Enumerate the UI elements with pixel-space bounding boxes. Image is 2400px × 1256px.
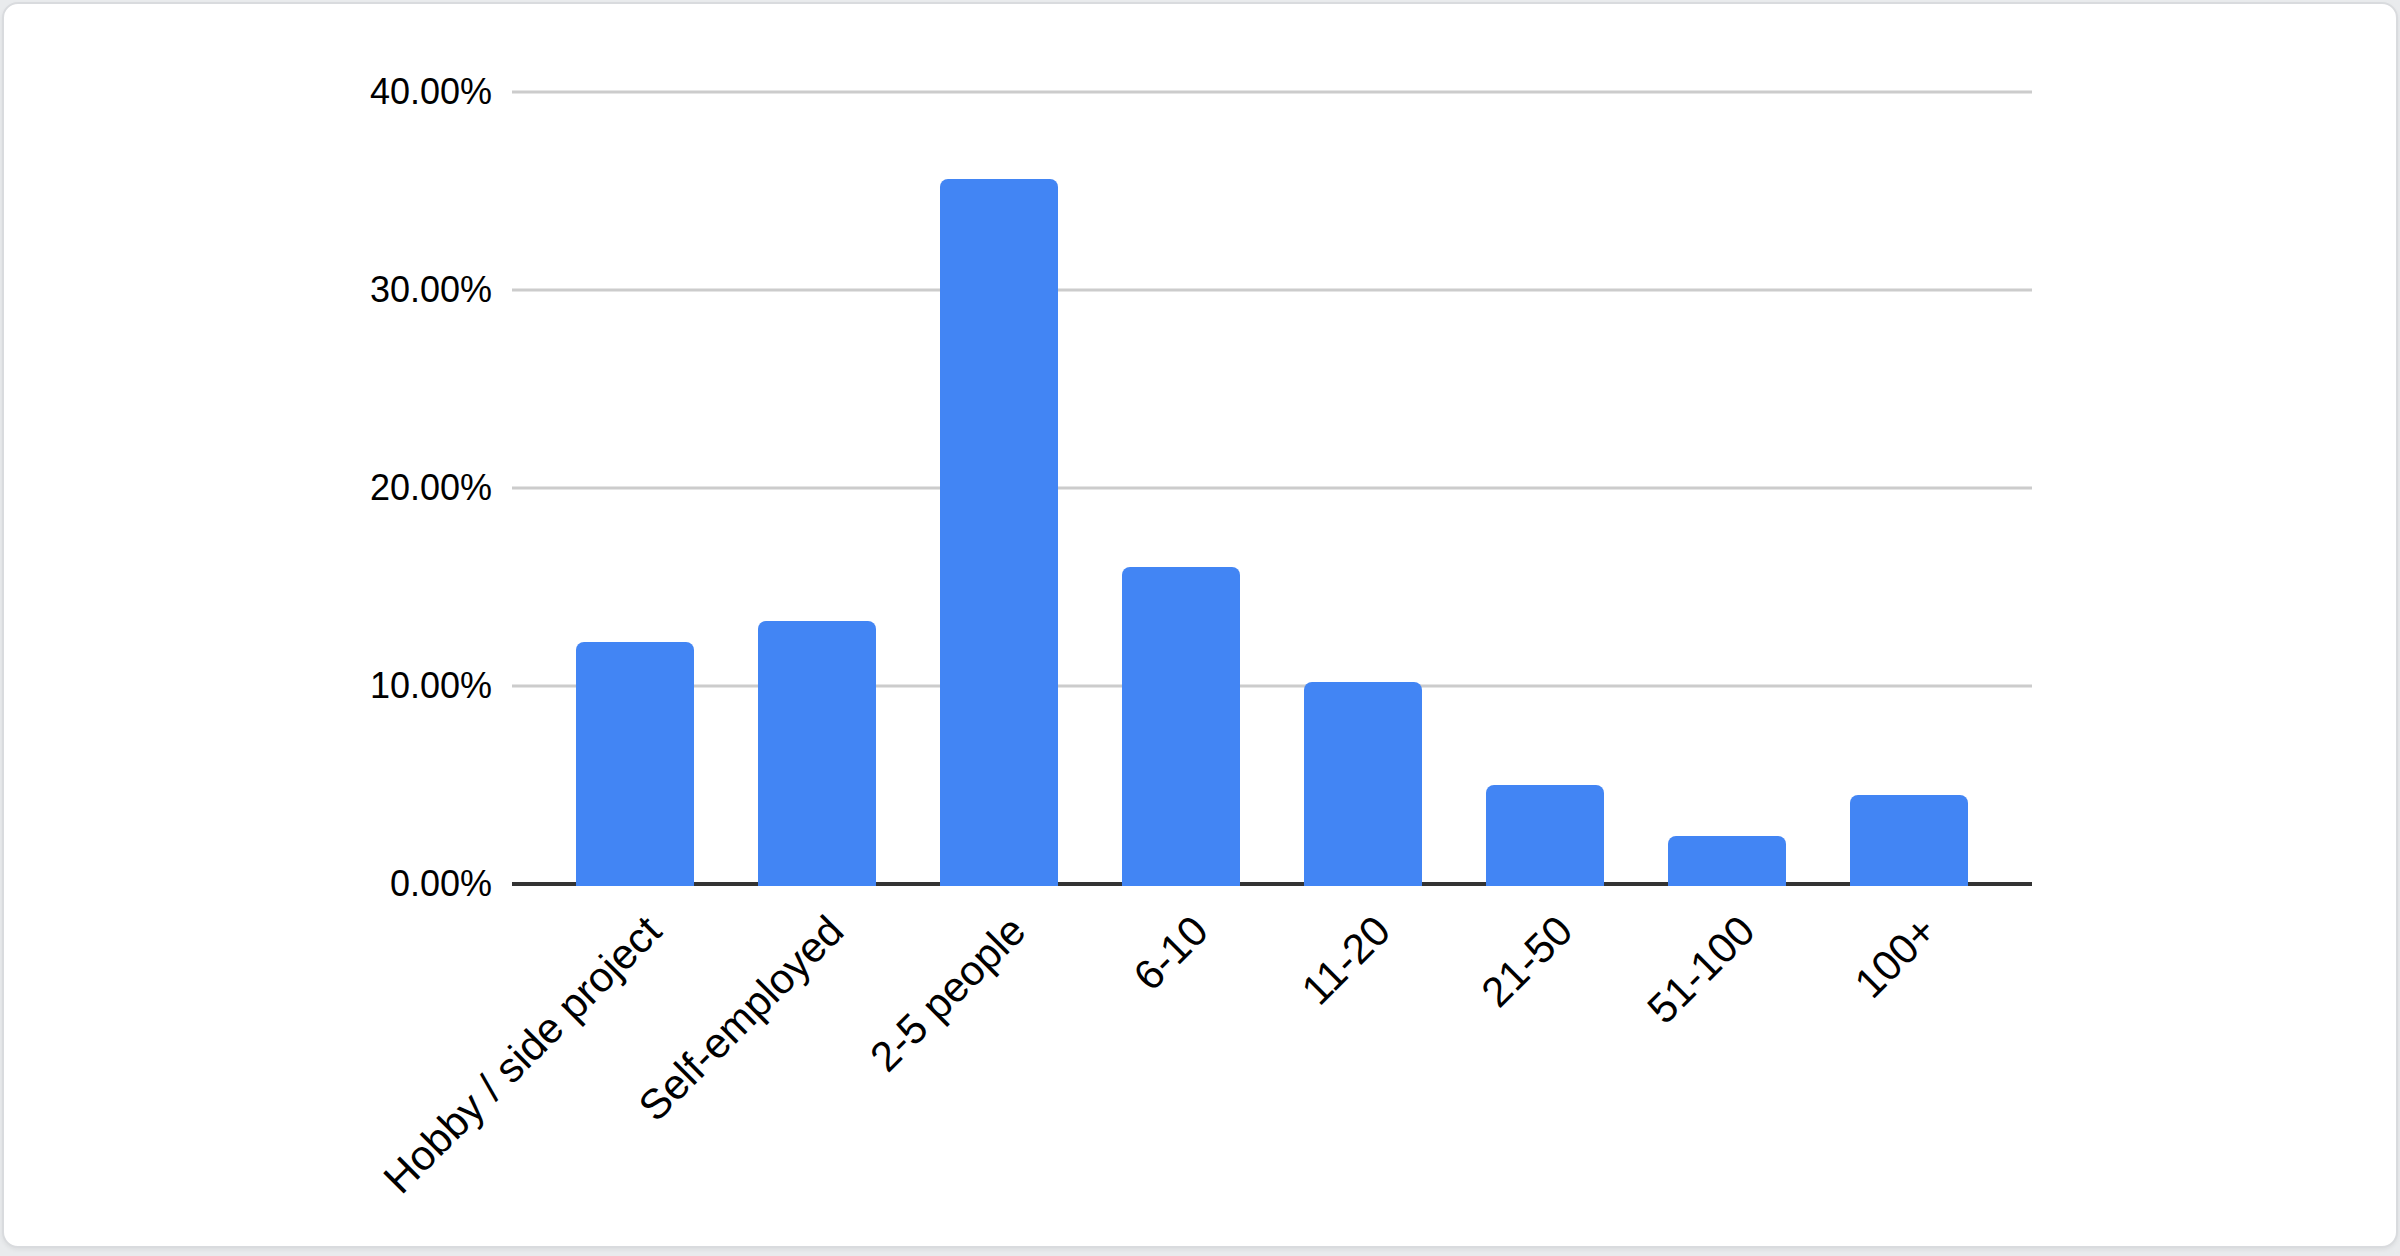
chart-card (2, 2, 2398, 1248)
